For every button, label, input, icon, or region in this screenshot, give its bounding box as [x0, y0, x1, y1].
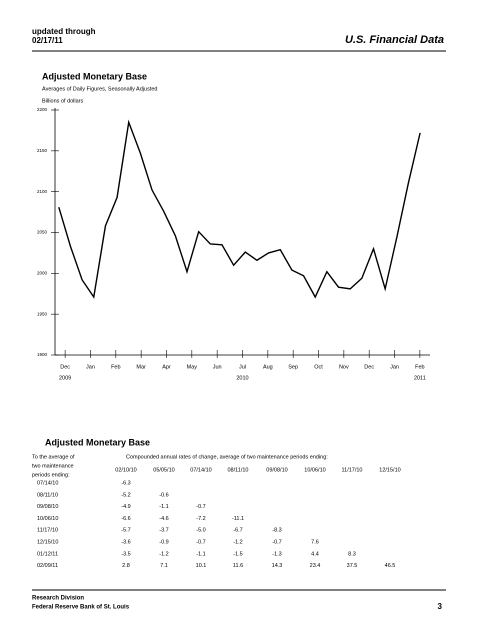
table-cell: -7.2 [196, 516, 205, 522]
y-tick-label: 2200 [37, 107, 48, 112]
row-label: 08/11/10 [37, 492, 58, 498]
x-tick-label: Jan [86, 364, 95, 370]
x-tick-label: May [187, 364, 198, 370]
year-label: 2009 [59, 375, 71, 381]
row-label: 02/09/11 [37, 563, 58, 569]
table-cell: -4.9 [121, 504, 130, 510]
column-header: 10/06/10 [304, 467, 325, 473]
x-tick-label: Dec [364, 364, 374, 370]
x-tick-label: Jan [390, 364, 399, 370]
column-header: 07/14/10 [190, 467, 211, 473]
table-cell: -5.0 [196, 528, 205, 534]
x-tick-label: Dec [60, 364, 70, 370]
stub-header: To the average of [32, 454, 75, 460]
table-cell: -8.3 [272, 528, 281, 534]
year-label: 2010 [236, 375, 248, 381]
row-label: 11/17/10 [37, 528, 58, 534]
y-tick-label: 2050 [37, 230, 48, 235]
x-tick-label: Aug [263, 364, 273, 370]
table-cell: 2.8 [122, 563, 130, 569]
table-cell: -0.9 [159, 539, 168, 545]
table-cell: -4.6 [159, 516, 168, 522]
year-label: 2011 [414, 375, 426, 381]
y-tick-label: 1900 [37, 352, 48, 357]
table-cell: 46.5 [385, 563, 396, 569]
x-tick-label: Oct [314, 364, 323, 370]
table-cell: -0.7 [272, 539, 281, 545]
table-cell: -3.5 [121, 551, 130, 557]
table-cell: -1.1 [159, 504, 168, 510]
table-cell: 11.6 [233, 563, 243, 569]
table-cell: -1.1 [196, 551, 205, 557]
page-title: U.S. Financial Data [345, 34, 444, 46]
x-tick-label: Feb [415, 364, 424, 370]
table-cell: -6.7 [233, 528, 242, 534]
table-cell: 10.1 [196, 563, 207, 569]
y-axis-label: Billions of dollars [42, 98, 84, 104]
x-tick-label: Feb [111, 364, 120, 370]
column-header: 09/08/10 [266, 467, 287, 473]
x-tick-label: Nov [339, 364, 349, 370]
table-cell: 7.6 [311, 539, 319, 545]
table-cell: -1.3 [272, 551, 281, 557]
table-cell: 23.4 [310, 563, 321, 569]
table-cell: -11.1 [232, 516, 244, 522]
chart-subtitle: Averages of Daily Figures, Seasonally Ad… [42, 86, 157, 92]
page-number: 3 [438, 602, 443, 611]
footer-bank: Federal Reserve Bank of St. Louis [32, 605, 130, 611]
column-header: 08/11/10 [227, 467, 248, 473]
table-cell: -3.7 [159, 528, 168, 534]
table-cell: -1.2 [159, 551, 168, 557]
row-label: 12/15/10 [37, 539, 58, 545]
x-tick-label: Jun [213, 364, 222, 370]
column-header: 05/05/10 [153, 467, 174, 473]
y-tick-label: 2150 [37, 148, 48, 153]
data-line [58, 119, 421, 299]
table-cell: -5.2 [121, 492, 130, 498]
chart-title: Adjusted Monetary Base [42, 71, 147, 81]
y-tick-label: 2100 [37, 189, 48, 194]
table-cell: 4.4 [311, 551, 319, 557]
table-cell: -0.6 [159, 492, 168, 498]
updated-date: 02/17/11 [32, 36, 63, 45]
y-tick-label: 1950 [37, 311, 48, 316]
x-tick-label: Apr [162, 364, 171, 370]
stub-header: periods ending: [32, 472, 70, 478]
table-cell: -6.3 [121, 480, 130, 486]
table-cell: -1.5 [233, 551, 242, 557]
column-header: 02/10/10 [115, 467, 136, 473]
table-title: Adjusted Monetary Base [45, 437, 150, 447]
table-cell: 7.1 [160, 563, 168, 569]
table-caption: Compounded annual rates of change, avera… [126, 454, 328, 460]
x-tick-label: Jul [239, 364, 246, 370]
row-label: 07/14/10 [37, 480, 58, 486]
table-cell: -0.7 [196, 504, 205, 510]
x-tick-label: Sep [288, 364, 298, 370]
column-header: 11/17/10 [341, 467, 362, 473]
column-header: 12/15/10 [379, 467, 400, 473]
table-cell: 37.5 [347, 563, 358, 569]
updated-label: updated through [32, 27, 96, 36]
row-label: 01/12/11 [37, 551, 58, 557]
table-cell: -3.6 [121, 539, 130, 545]
footer-division: Research Division [32, 596, 84, 602]
table-cell: 8.3 [348, 551, 356, 557]
row-label: 09/08/10 [37, 504, 58, 510]
stub-header: two maintenance [32, 463, 74, 469]
table-cell: -5.7 [121, 528, 130, 534]
table-cell: -6.6 [121, 516, 130, 522]
x-tick-label: Mar [136, 364, 146, 370]
y-tick-label: 2000 [37, 271, 48, 276]
table-cell: -1.2 [233, 539, 242, 545]
table-cell: 14.3 [272, 563, 283, 569]
table-cell: -0.7 [196, 539, 205, 545]
row-label: 10/06/10 [37, 516, 58, 522]
